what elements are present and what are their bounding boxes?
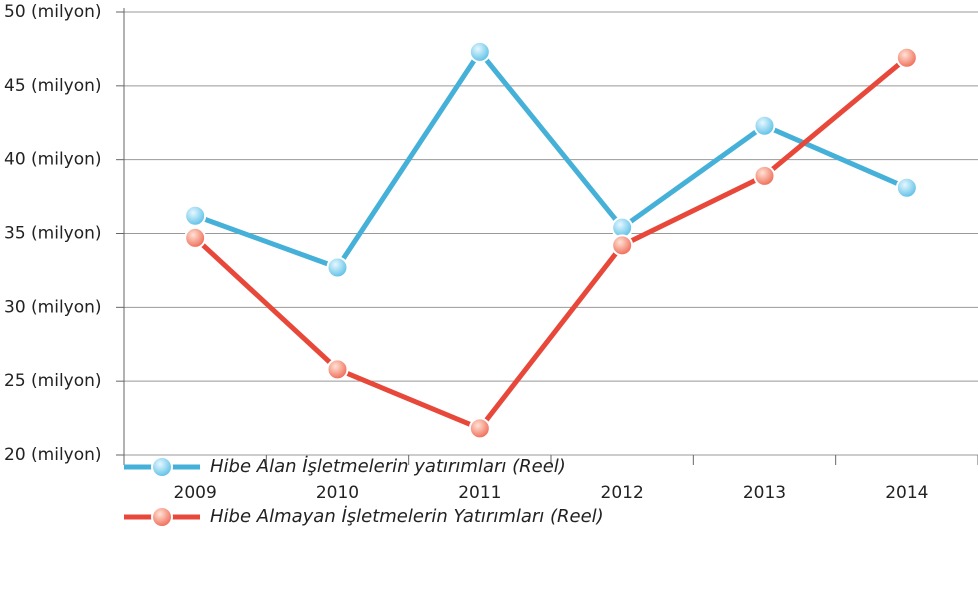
point (326, 256, 349, 279)
series-line (193, 55, 909, 431)
point (468, 417, 491, 440)
legend-marker (151, 456, 173, 478)
point (326, 358, 349, 381)
point (611, 234, 634, 257)
point (753, 114, 776, 137)
y-tick-label: 35 (milyon) (4, 224, 102, 244)
x-tick-label: 2014 (885, 483, 928, 503)
y-tick-label: 30 (milyon) (4, 297, 102, 317)
point (184, 204, 207, 227)
point (184, 226, 207, 249)
point (895, 46, 918, 69)
y-tick-label: 20 (milyon) (4, 445, 102, 465)
x-tick-label: 2009 (174, 483, 217, 503)
point (753, 164, 776, 187)
legend-label: Hibe Alan İşletmelerin yatırımları (Reel… (210, 456, 566, 477)
x-tick-label: 2013 (743, 483, 786, 503)
y-tick-label: 40 (milyon) (4, 150, 102, 170)
y-tick-label: 45 (milyon) (4, 76, 102, 96)
legend-label: Hibe Almayan İşletmelerin Yatırımları (R… (210, 506, 604, 527)
series-line (194, 49, 908, 270)
x-tick-label: 2010 (316, 483, 359, 503)
y-tick-label: 50 (milyon) (4, 2, 102, 22)
legend-marker (151, 506, 173, 528)
y-tick-label: 25 (milyon) (4, 371, 102, 391)
point (468, 40, 491, 63)
point (895, 176, 918, 199)
x-tick-label: 2012 (601, 483, 644, 503)
x-tick-label: 2011 (458, 483, 501, 503)
